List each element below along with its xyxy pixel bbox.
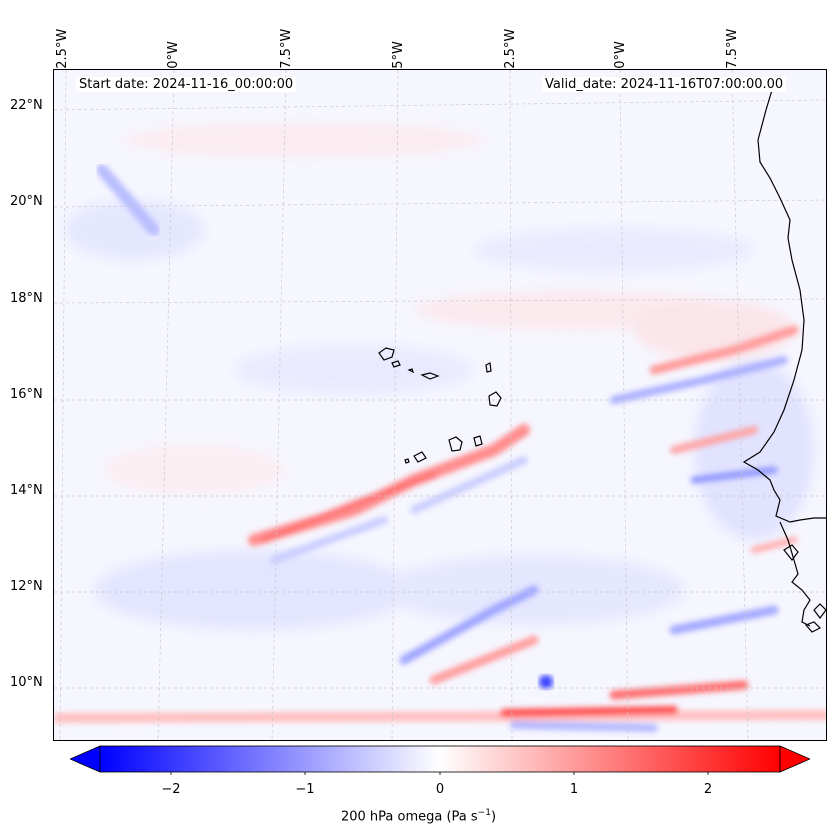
lat-label-10n: 10°N	[10, 675, 43, 690]
colorbar-tick-2: 2	[703, 782, 713, 797]
coastlines	[378, 89, 826, 633]
start-date-label: Start date: 2024-11-16_00:00:00	[76, 77, 297, 92]
colorbar-tick-0: 0	[435, 782, 445, 797]
lat-label-16n: 16°N	[10, 387, 43, 402]
lat-label-20n: 20°N	[10, 194, 43, 209]
lat-label-22n: 22°N	[10, 98, 43, 113]
map-panel	[53, 69, 827, 741]
colorbar-tick-neg1: −1	[295, 782, 315, 797]
valid-date-label: Valid_date: 2024-11-16T07:00:00.00	[542, 77, 787, 92]
colorbar	[70, 745, 810, 775]
colorbar-label: 200 hPa omega (Pa s−1)	[340, 808, 497, 825]
lat-label-18n: 18°N	[10, 291, 43, 306]
lat-label-12n: 12°N	[10, 579, 43, 594]
omega-field	[54, 70, 826, 740]
colorbar-tick-neg2: −2	[161, 782, 181, 797]
lat-label-14n: 14°N	[10, 483, 43, 498]
colorbar-tick-1: 1	[569, 782, 579, 797]
